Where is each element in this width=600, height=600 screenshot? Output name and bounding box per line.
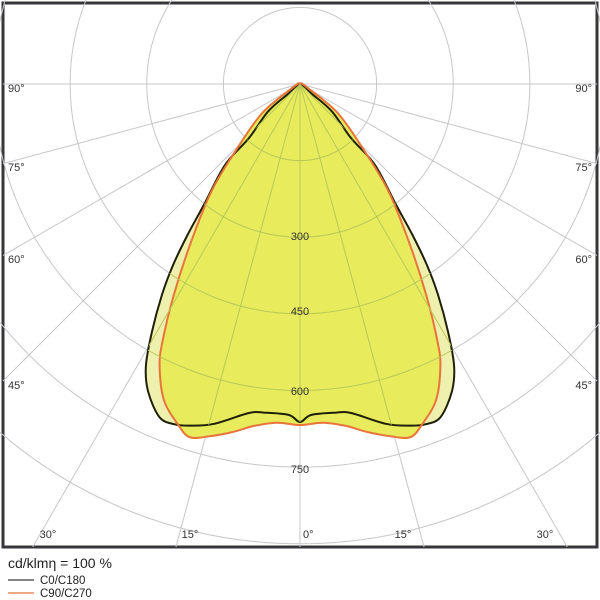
- svg-text:90°: 90°: [575, 83, 592, 95]
- svg-text:450: 450: [291, 306, 309, 318]
- svg-text:60°: 60°: [8, 254, 25, 266]
- svg-text:45°: 45°: [575, 380, 592, 392]
- svg-text:C90/C270: C90/C270: [40, 588, 92, 600]
- svg-text:15°: 15°: [182, 529, 199, 541]
- svg-text:75°: 75°: [575, 162, 592, 174]
- svg-text:45°: 45°: [8, 380, 25, 392]
- svg-text:15°: 15°: [395, 529, 412, 541]
- svg-text:600: 600: [291, 386, 309, 398]
- svg-text:60°: 60°: [575, 254, 592, 266]
- svg-text:cd/klmη = 100 %: cd/klmη = 100 %: [8, 555, 112, 571]
- svg-text:75°: 75°: [8, 162, 25, 174]
- svg-text:750: 750: [291, 464, 309, 476]
- svg-text:C0/C180: C0/C180: [40, 575, 85, 587]
- svg-text:30°: 30°: [40, 529, 57, 541]
- svg-text:0°: 0°: [303, 529, 314, 541]
- svg-text:30°: 30°: [537, 529, 554, 541]
- svg-text:300: 300: [291, 231, 309, 243]
- svg-text:90°: 90°: [8, 83, 25, 95]
